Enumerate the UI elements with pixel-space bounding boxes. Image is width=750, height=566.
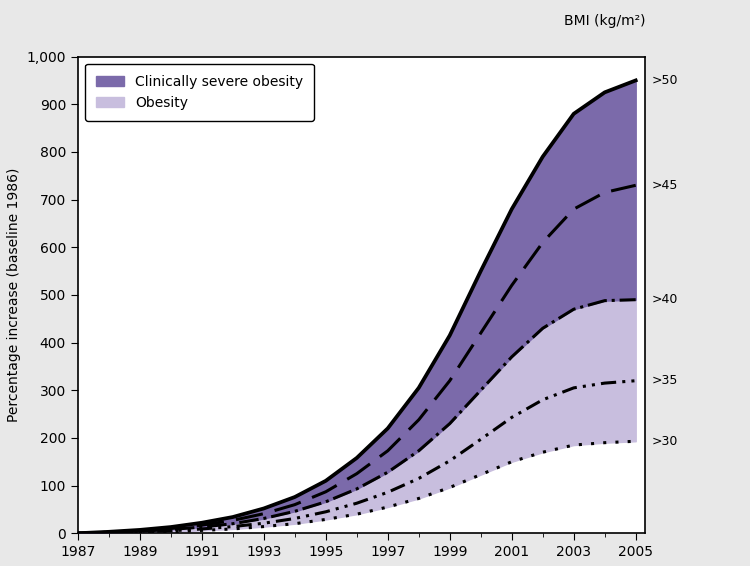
Text: >40: >40: [651, 293, 677, 306]
Text: >50: >50: [651, 74, 678, 87]
Text: BMI (kg/m²): BMI (kg/m²): [563, 14, 645, 28]
Text: >35: >35: [651, 374, 677, 387]
Legend: Clinically severe obesity, Obesity: Clinically severe obesity, Obesity: [85, 63, 314, 121]
Text: >30: >30: [651, 435, 677, 448]
Text: >45: >45: [651, 179, 677, 192]
Y-axis label: Percentage increase (baseline 1986): Percentage increase (baseline 1986): [7, 168, 21, 422]
